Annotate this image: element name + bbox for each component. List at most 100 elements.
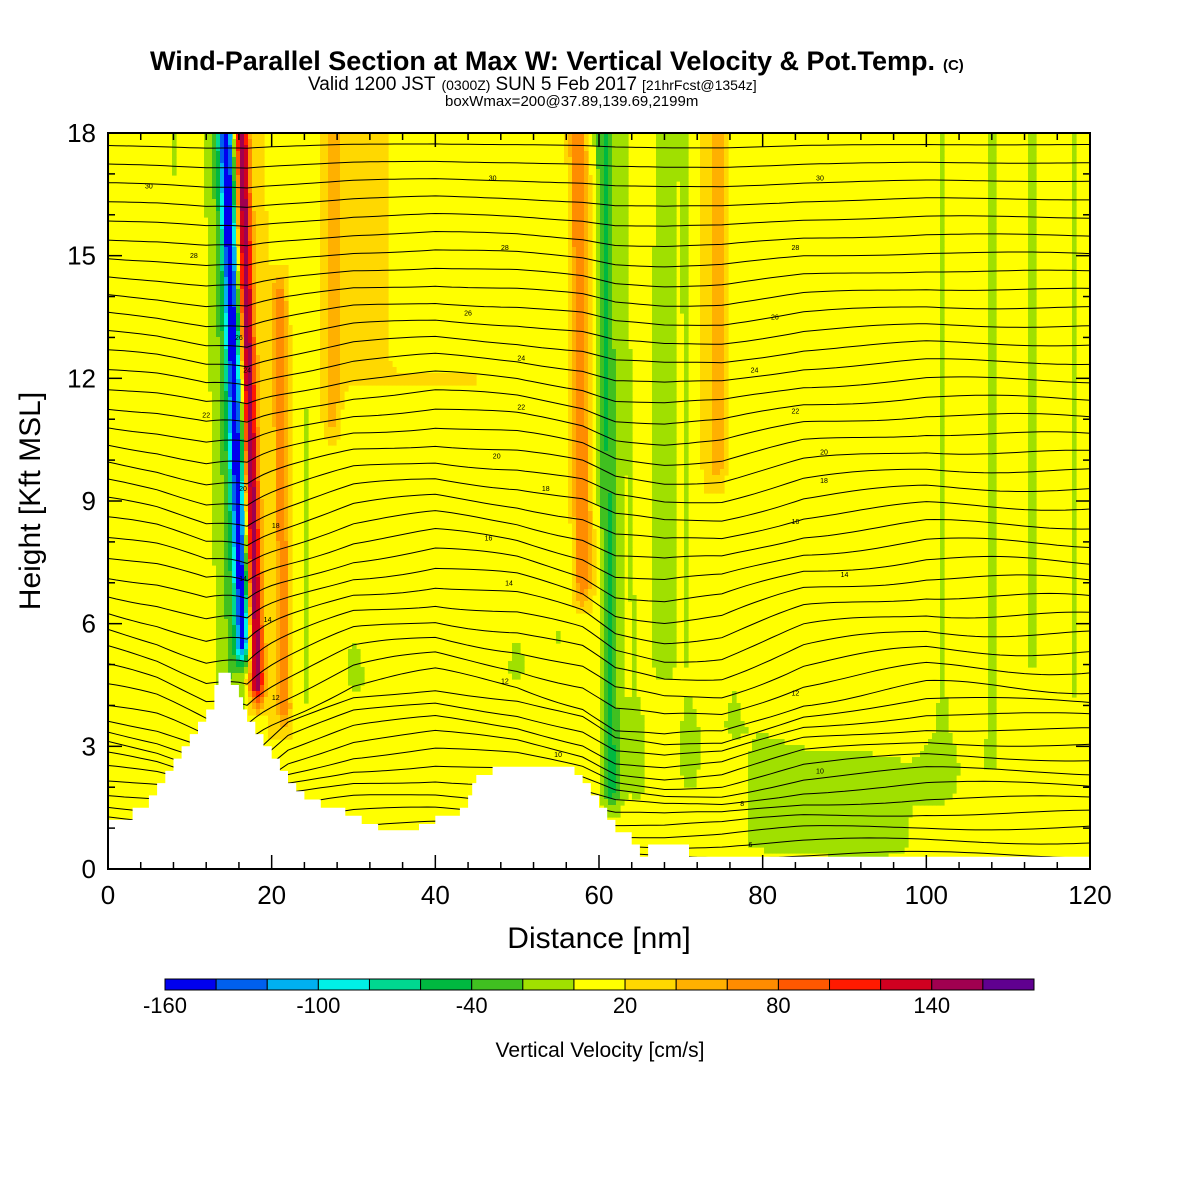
- w-cell: [992, 349, 997, 356]
- w-cell: [376, 325, 381, 332]
- w-cell: [336, 331, 341, 338]
- w-cell: [1032, 175, 1037, 182]
- w-cell: [584, 529, 589, 536]
- w-cell: [616, 511, 621, 518]
- w-cell: [252, 601, 257, 608]
- w-cell: [608, 403, 613, 410]
- w-cell: [616, 541, 621, 548]
- w-cell: [616, 133, 621, 140]
- w-cell: [356, 187, 361, 194]
- w-cell: [372, 193, 377, 200]
- w-cell: [596, 247, 601, 254]
- w-cell: [1032, 547, 1037, 554]
- w-cell: [580, 355, 585, 362]
- w-cell: [236, 535, 241, 542]
- w-cell: [668, 205, 673, 212]
- w-cell: [1028, 181, 1033, 188]
- w-cell: [280, 493, 285, 500]
- w-cell: [248, 205, 253, 212]
- w-cell: [260, 463, 265, 470]
- w-cell: [676, 139, 681, 146]
- w-cell: [324, 397, 329, 404]
- w-cell: [172, 133, 177, 140]
- w-cell: [716, 307, 721, 314]
- w-cell: [1072, 385, 1077, 392]
- w-cell: [376, 271, 381, 278]
- w-cell: [724, 439, 729, 446]
- w-cell: [624, 313, 629, 320]
- w-cell: [268, 523, 273, 530]
- w-cell: [284, 289, 289, 296]
- w-cell: [320, 373, 325, 380]
- w-cell: [252, 229, 257, 236]
- w-cell: [280, 397, 285, 404]
- w-cell: [680, 193, 685, 200]
- w-cell: [344, 217, 349, 224]
- w-cell: [604, 271, 609, 278]
- w-cell: [1028, 307, 1033, 314]
- w-cell: [616, 277, 621, 284]
- w-cell: [680, 217, 685, 224]
- w-cell: [320, 163, 325, 170]
- w-cell: [684, 529, 689, 536]
- w-cell: [260, 481, 265, 488]
- w-cell: [588, 397, 593, 404]
- w-cell: [248, 493, 253, 500]
- w-cell: [324, 391, 329, 398]
- w-cell: [284, 403, 289, 410]
- w-cell: [680, 307, 685, 314]
- w-cell: [320, 193, 325, 200]
- w-cell: [576, 295, 581, 302]
- w-cell: [240, 529, 245, 536]
- w-cell: [376, 181, 381, 188]
- w-cell: [992, 403, 997, 410]
- w-cell: [280, 421, 285, 428]
- w-cell: [724, 463, 729, 470]
- w-cell: [652, 373, 657, 380]
- w-cell: [320, 229, 325, 236]
- w-cell: [608, 247, 613, 254]
- w-cell: [620, 367, 625, 374]
- w-cell: [704, 151, 709, 158]
- w-cell: [392, 379, 397, 386]
- w-cell: [600, 433, 605, 440]
- w-cell: [604, 265, 609, 272]
- w-cell: [304, 619, 309, 626]
- w-cell: [664, 469, 669, 476]
- w-cell: [276, 331, 281, 338]
- w-cell: [236, 475, 241, 482]
- w-cell: [224, 439, 229, 446]
- w-cell: [260, 271, 265, 278]
- w-cell: [220, 331, 225, 338]
- w-cell: [712, 247, 717, 254]
- w-cell: [240, 277, 245, 284]
- w-cell: [240, 181, 245, 188]
- w-cell: [372, 247, 377, 254]
- w-cell: [376, 175, 381, 182]
- w-cell: [224, 349, 229, 356]
- w-cell: [988, 373, 993, 380]
- w-cell: [1072, 289, 1077, 296]
- w-cell: [332, 205, 337, 212]
- w-cell: [252, 517, 257, 524]
- w-cell: [720, 451, 725, 458]
- w-cell: [616, 415, 621, 422]
- w-cell: [220, 499, 225, 506]
- w-cell: [352, 187, 357, 194]
- w-cell: [684, 583, 689, 590]
- w-cell: [988, 415, 993, 422]
- w-cell: [656, 391, 661, 398]
- w-cell: [596, 229, 601, 236]
- w-cell: [716, 433, 721, 440]
- w-cell: [572, 583, 577, 590]
- w-cell: [280, 439, 285, 446]
- w-cell: [280, 577, 285, 584]
- w-cell: [716, 133, 721, 140]
- w-cell: [236, 241, 241, 248]
- w-cell: [268, 403, 273, 410]
- w-cell: [604, 157, 609, 164]
- w-cell: [664, 337, 669, 344]
- w-cell: [236, 583, 241, 590]
- w-cell: [208, 373, 213, 380]
- w-cell: [588, 325, 593, 332]
